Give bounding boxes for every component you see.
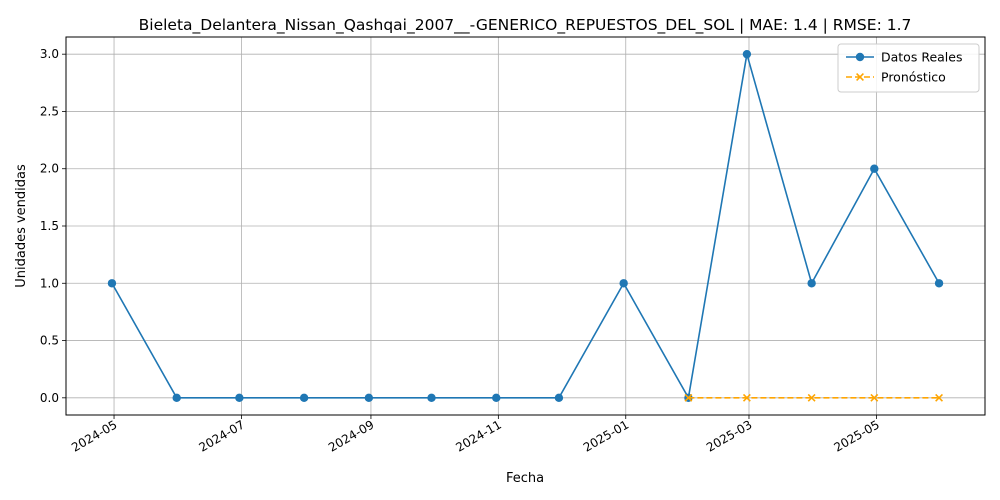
data-point <box>684 393 693 402</box>
data-point <box>742 49 752 59</box>
marker-stroke <box>742 393 751 402</box>
legend-marker <box>856 73 864 81</box>
data-point <box>807 393 816 402</box>
y-tick-label: 2.5 <box>40 104 59 118</box>
data-point <box>299 393 309 403</box>
data-point <box>364 393 374 403</box>
legend-label: Datos Reales <box>881 50 962 65</box>
data-point <box>934 279 944 288</box>
chart-title: Bieleta_Delantera_Nissan_Qashqai_2007__-… <box>139 16 912 35</box>
marker-stroke <box>870 393 879 402</box>
plot-area <box>107 49 944 403</box>
legend: Datos Reales Pronóstico <box>837 43 980 93</box>
data-point <box>742 393 751 402</box>
data-point <box>619 279 628 288</box>
legend-label: Pronóstico <box>881 70 946 85</box>
x-axis-title: Fecha <box>506 471 544 486</box>
series-forecast <box>684 393 944 402</box>
data-point <box>870 164 879 173</box>
series-line <box>111 53 940 401</box>
marker-stroke <box>935 393 944 402</box>
y-tick-label: 0.0 <box>40 391 59 405</box>
legend-entry: Pronóstico <box>846 70 946 85</box>
data-point <box>107 279 117 288</box>
legend-box <box>837 43 980 93</box>
data-point <box>427 393 436 403</box>
data-point <box>235 393 244 403</box>
data-point <box>935 393 944 402</box>
y-tick-label: 3.0 <box>40 47 59 61</box>
series-actual <box>107 49 944 403</box>
y-axis: 0.0 0.5 1.0 1.5 2.0 2.5 3.0 <box>40 47 66 405</box>
data-point <box>554 393 564 403</box>
y-axis-title: Unidades vendidas <box>14 164 29 288</box>
data-point <box>492 393 501 403</box>
marker-stroke <box>807 393 816 402</box>
y-tick-label: 1.5 <box>40 219 59 233</box>
data-point <box>172 393 181 403</box>
marker-stroke <box>684 393 693 402</box>
legend-marker <box>855 52 865 62</box>
marker-stroke <box>856 73 864 81</box>
data-point <box>807 279 816 288</box>
y-tick-label: 0.5 <box>40 334 59 348</box>
legend-entry: Datos Reales <box>846 50 962 65</box>
y-tick-label: 1.0 <box>40 276 59 290</box>
data-point <box>870 393 879 402</box>
y-tick-label: 2.0 <box>40 162 59 176</box>
